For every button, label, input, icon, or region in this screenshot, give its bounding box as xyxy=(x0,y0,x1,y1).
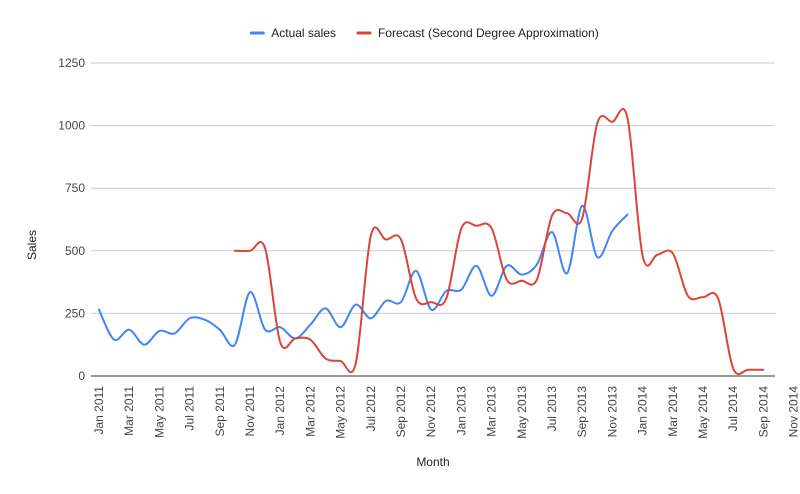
legend-item-actual-sales: Actual sales xyxy=(249,26,336,40)
x-tick-label: Jul 2013 xyxy=(545,386,559,432)
x-tick-label: Nov 2013 xyxy=(605,386,619,438)
x-tick-label: Nov 2011 xyxy=(243,386,257,437)
forecast-line xyxy=(233,108,765,376)
y-tick-label: 1250 xyxy=(58,56,85,70)
x-tick-label: Jul 2011 xyxy=(183,386,197,431)
y-axis-title: Sales xyxy=(25,230,39,260)
y-tick-label: 500 xyxy=(65,244,85,258)
y-axis-ticks: 0 250 500 750 1000 1250 xyxy=(58,56,85,383)
x-tick-label: May 2011 xyxy=(152,386,166,438)
x-tick-label: May 2014 xyxy=(696,386,710,439)
x-tick-label: Sep 2014 xyxy=(756,386,770,438)
series-lines xyxy=(98,108,765,376)
x-tick-label: Nov 2014 xyxy=(787,386,800,438)
legend-item-forecast: Forecast (Second Degree Approximation) xyxy=(356,26,599,40)
x-tick-label: Mar 2012 xyxy=(303,386,317,437)
x-axis-title: Month xyxy=(416,455,449,469)
x-tick-label: Jan 2012 xyxy=(273,386,287,436)
x-tick-label: May 2012 xyxy=(334,386,348,439)
y-tick-label: 1000 xyxy=(58,119,85,133)
x-tick-label: Sep 2012 xyxy=(394,386,408,438)
legend: Actual sales Forecast (Second Degree Appr… xyxy=(249,26,599,40)
gridlines xyxy=(91,62,775,377)
legend-label: Forecast (Second Degree Approximation) xyxy=(378,26,599,40)
x-tick-label: Sep 2013 xyxy=(575,386,589,438)
x-tick-label: Jan 2013 xyxy=(454,386,468,436)
x-tick-label: Jan 2011 xyxy=(92,386,106,435)
x-axis-ticks: Jan 2011 Mar 2011 May 2011 Jul 2011 Sep 2011… xyxy=(92,386,800,439)
x-tick-label: Mar 2014 xyxy=(666,386,680,437)
x-tick-label: Mar 2013 xyxy=(485,386,499,437)
x-tick-label: Jan 2014 xyxy=(636,386,650,436)
actual-sales-line xyxy=(98,204,629,348)
y-tick-label: 0 xyxy=(78,369,85,383)
y-tick-label: 750 xyxy=(65,181,85,195)
x-tick-label: Nov 2012 xyxy=(424,386,438,438)
legend-label: Actual sales xyxy=(271,26,336,40)
y-tick-label: 250 xyxy=(65,306,85,320)
x-tick-label: May 2013 xyxy=(515,386,529,439)
x-tick-label: Jul 2014 xyxy=(726,386,740,432)
x-tick-label: Sep 2011 xyxy=(213,386,227,437)
x-tick-label: Mar 2011 xyxy=(122,386,136,436)
x-tick-label: Jul 2012 xyxy=(364,386,378,432)
